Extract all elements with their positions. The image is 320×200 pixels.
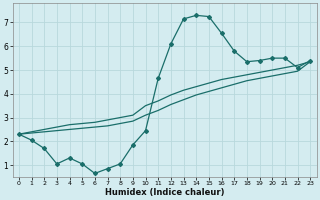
X-axis label: Humidex (Indice chaleur): Humidex (Indice chaleur)	[105, 188, 224, 197]
